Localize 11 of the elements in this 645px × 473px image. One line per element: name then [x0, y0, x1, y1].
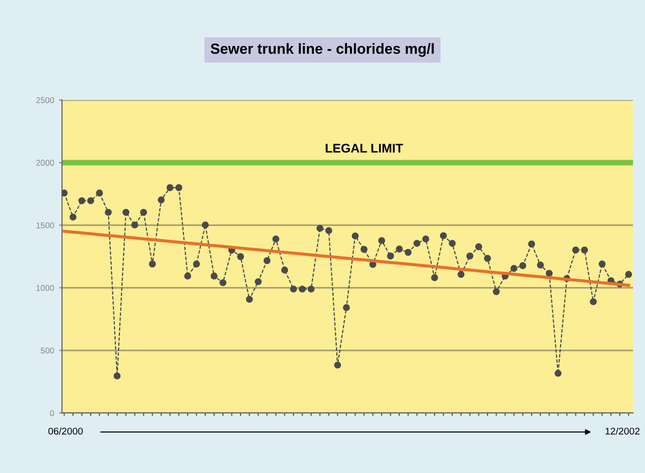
ref-line-label: LEGAL LIMIT: [326, 144, 404, 153]
text: 12/2002: [606, 427, 640, 435]
chart-title: Sewer trunk line - chlorides mg/l: [210, 43, 434, 57]
y-tick-label: 0: [50, 410, 54, 416]
y-tick-label: 500: [40, 348, 54, 354]
y-tick-label: 1500: [36, 222, 54, 228]
y-tick-label: 1000: [36, 285, 54, 291]
text: 06/2000: [48, 427, 83, 435]
line-series: [62, 230, 630, 287]
y-tick-label: 2500: [36, 97, 54, 104]
y-tick-label: 2000: [36, 160, 54, 166]
